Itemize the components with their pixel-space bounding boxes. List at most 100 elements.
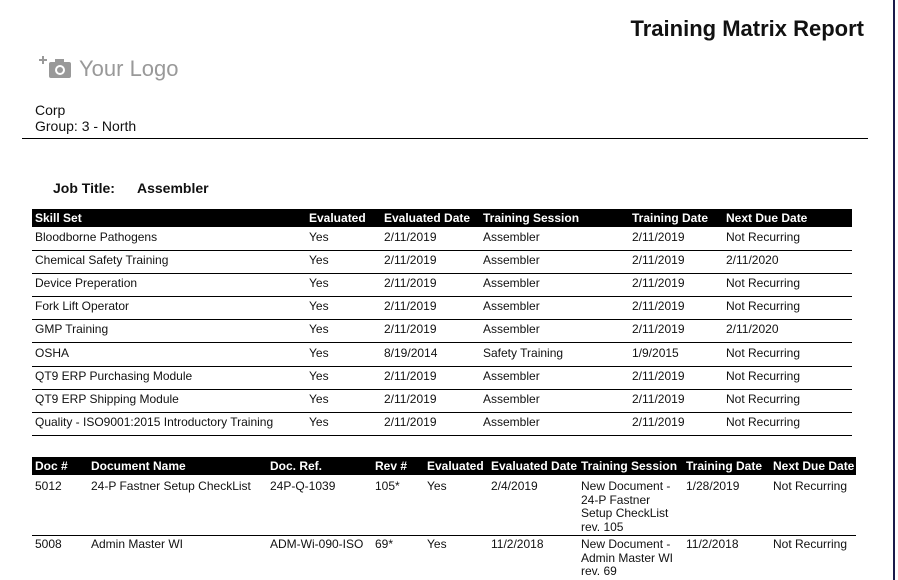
cell: 2/11/2019 [632,368,685,383]
edge-line [893,0,895,580]
cell-line: rev. 105 [581,519,624,534]
cell: 24-P Fastner Setup CheckList [91,479,251,493]
cell: 105* [375,479,400,493]
row-rule [32,365,852,367]
cell-line: Admin Master WI [581,550,674,565]
cell: Not Recurring [726,391,801,406]
logo-text: Your Logo [79,56,179,81]
column-header: Training Session [483,211,580,225]
column-header: Training Date [632,211,709,225]
cell: Assembler [483,253,540,268]
column-header: Next Due Date [726,211,808,225]
cell: Assembler [483,391,540,406]
job-value: Assembler [137,180,209,196]
row-rule [32,296,852,298]
cell: Assembler [483,230,540,244]
row-rule [32,319,852,321]
column-header: Skill Set [35,211,82,225]
cell: Fork Lift Operator [35,299,130,314]
cell: 2/11/2019 [632,253,685,268]
company: Corp [35,102,66,118]
cell: ADM-Wi-090-ISO [270,537,364,551]
row-rule [32,535,856,536]
cell: Assembler [483,414,540,429]
cell: 2/11/2019 [384,322,437,337]
job-label: Job Title: [53,180,115,196]
cell: 2/11/2019 [632,391,685,406]
cell: 11/2/2018 [686,537,739,551]
cell: Yes [309,253,329,268]
cell: Bloodborne Pathogens [35,230,158,244]
cell: Not Recurring [726,276,801,291]
cell: 2/11/2019 [384,276,437,291]
cell: Safety Training [483,345,564,360]
column-header: Training Date [686,459,763,473]
cell: OSHA [35,345,70,360]
cell: Assembler [483,276,540,291]
logo-icon [39,56,71,78]
cell: Not Recurring [726,368,801,383]
column-header: Doc # [35,459,68,473]
cell-line: New Document - [581,537,671,551]
cell-line: 24-P Fastner [581,492,651,507]
cell: 1/9/2015 [632,345,679,360]
table-header [32,209,852,227]
cell: Yes [427,479,447,493]
cell: 2/11/2019 [384,368,437,383]
column-header: Evaluated Date [384,211,471,225]
cell: Yes [309,368,329,383]
column-header: Rev # [375,459,408,473]
cell: Yes [309,230,329,244]
cell: 5012 [35,479,62,493]
cell: Quality - ISO9001:2015 Introductory Trai… [35,414,274,429]
cell: Assembler [483,368,540,383]
cell: 1/28/2019 [686,479,740,493]
cell: Not Recurring [773,479,848,493]
cell: 2/11/2019 [384,299,437,314]
cell-line: New Document - [581,479,671,493]
row-rule [32,250,852,251]
column-header: Doc. Ref. [270,459,323,473]
cell: 2/11/2019 [632,414,685,429]
row-rule [32,342,852,344]
cell: 2/11/2019 [632,299,685,314]
cell: Assembler [483,299,540,314]
row-rule [32,434,852,436]
column-header: Next Due Date [773,459,855,473]
cell: 2/11/2019 [384,414,437,429]
table-header [32,457,856,475]
cell: Yes [309,414,329,429]
cell: Yes [309,391,329,406]
column-header: Evaluated [427,459,484,473]
report-title: Training Matrix Report [630,16,864,41]
cell: Yes [309,322,329,337]
cell: 11/2/2018 [491,537,544,551]
cell: 2/11/2020 [726,322,779,337]
cell: 24P-Q-1039 [270,479,336,493]
cell: 8/19/2014 [384,345,438,360]
row-rule [32,411,852,413]
cell-line: rev. 69 [581,564,617,578]
cell: GMP Training [35,322,109,337]
cell: 2/11/2019 [632,230,685,244]
header-rule [22,138,868,139]
cell: QT9 ERP Shipping Module [35,391,179,406]
cell: Yes [309,299,329,314]
cell: Chemical Safety Training [35,253,169,268]
cell: 69* [375,537,394,551]
cell: Not Recurring [773,537,848,551]
cell: Not Recurring [726,299,801,314]
cell: Not Recurring [726,414,801,429]
cell-line: Setup CheckList [581,506,669,520]
row-rule [32,273,852,275]
cell: 5008 [35,537,62,551]
cell: 2/4/2019 [491,479,538,493]
cell: Yes [309,276,329,291]
cell: 2/11/2019 [384,391,437,406]
column-header: Evaluated [309,211,366,225]
cell: Admin Master WI [91,537,184,551]
cell: Yes [427,537,447,551]
cell: Device Preperation [35,276,138,291]
column-header: Document Name [91,459,186,473]
